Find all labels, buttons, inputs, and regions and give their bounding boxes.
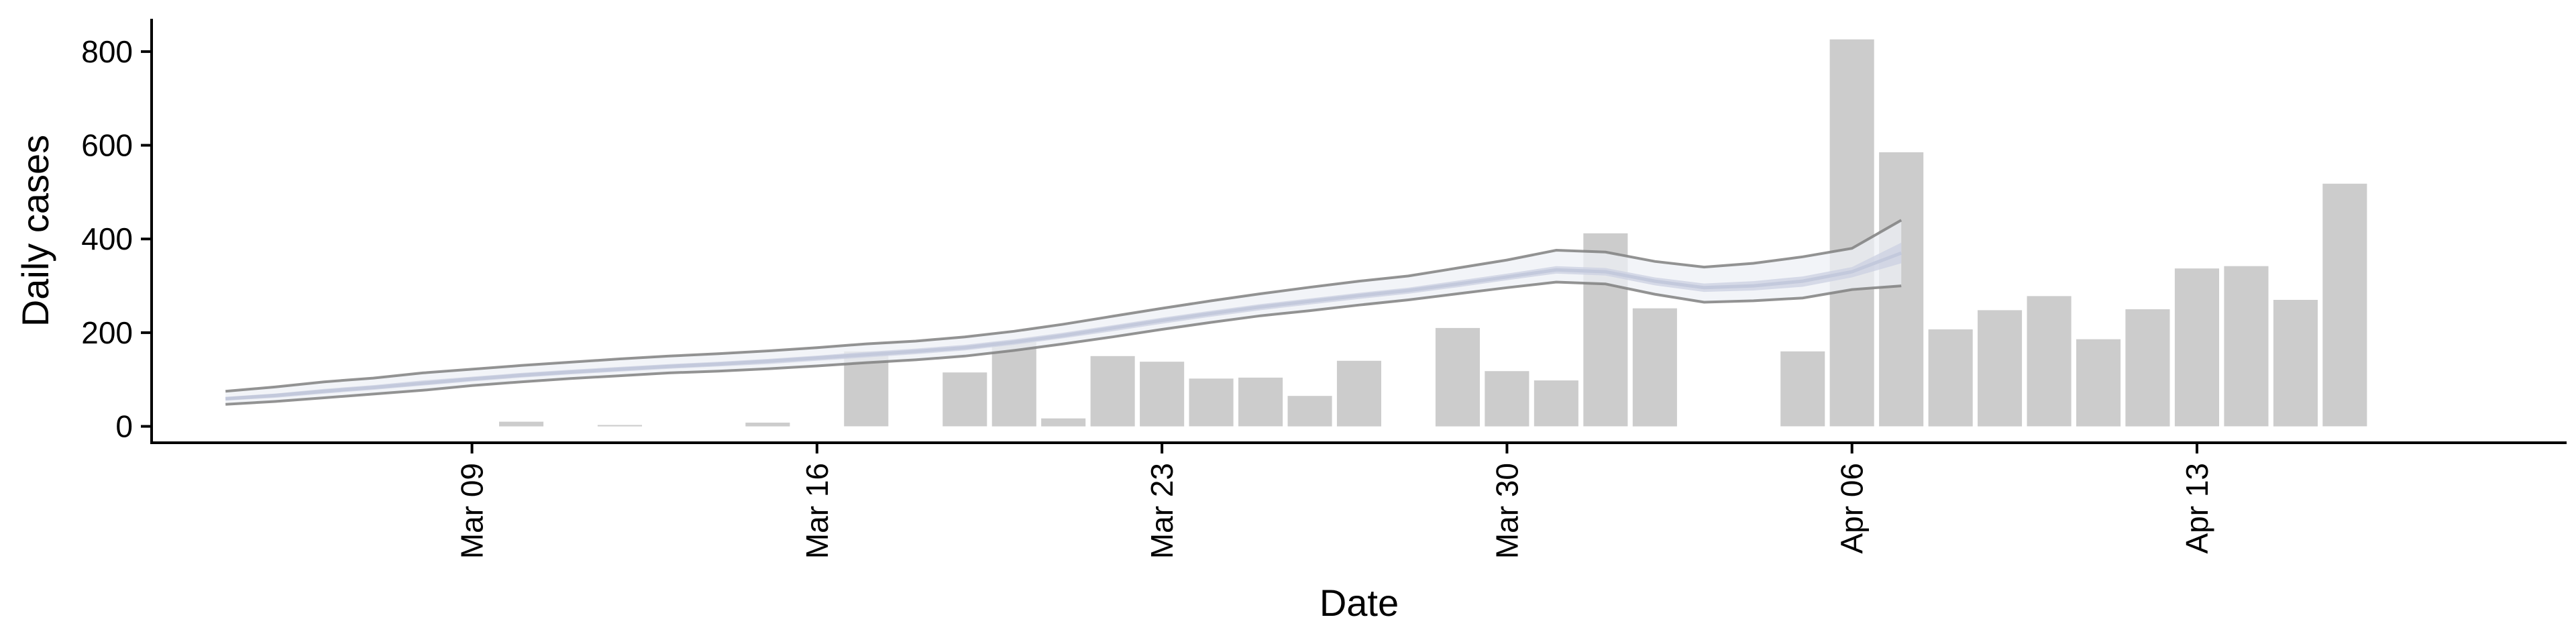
x-tick-label: Mar 09	[455, 463, 490, 559]
x-tick-label: Apr 06	[1835, 463, 1870, 554]
y-tick-label: 800	[81, 34, 133, 69]
bar	[1978, 310, 2023, 427]
y-tick-label: 200	[81, 315, 133, 350]
bar	[1435, 327, 1480, 427]
x-tick-label: Apr 13	[2180, 463, 2214, 554]
bar	[1041, 418, 1086, 427]
bar	[1879, 152, 1924, 427]
bar	[1485, 371, 1529, 427]
bars-layer	[499, 39, 2367, 427]
x-tick-label: Mar 23	[1144, 463, 1179, 559]
y-tick-label: 400	[81, 221, 133, 256]
estimate-band-layer	[225, 219, 1902, 406]
band-50-area	[225, 242, 1902, 401]
bar	[2125, 309, 2170, 427]
bar	[1287, 396, 1332, 427]
bar	[1632, 308, 1677, 427]
y-tick-label: 0	[115, 409, 133, 444]
bar	[2027, 296, 2072, 427]
bar	[1238, 377, 1283, 427]
bar	[1534, 380, 1578, 427]
bar	[1829, 39, 1874, 427]
bar	[943, 372, 987, 427]
bar	[499, 421, 544, 427]
y-tick-label: 600	[81, 128, 133, 163]
bar	[1336, 360, 1381, 427]
band-lower-line	[225, 280, 1902, 406]
bar	[2174, 268, 2219, 427]
bar	[1090, 356, 1135, 427]
bar	[1928, 329, 1973, 427]
bar	[745, 423, 790, 427]
x-axis-title: Date	[1320, 582, 1399, 624]
y-axis-title: Daily cases	[14, 135, 56, 327]
labels-layer: Date Daily cases	[14, 135, 1399, 624]
bar	[2224, 266, 2269, 427]
x-tick-label: Mar 16	[800, 463, 835, 559]
axes-layer: 0 200 400 600 800 Mar 09 Mar 16 Mar 23 Mar 30 Apr…	[81, 19, 2567, 559]
bar	[2273, 300, 2318, 427]
bar	[991, 341, 1036, 427]
median-line	[225, 251, 1902, 400]
bar	[1780, 351, 1825, 427]
bar	[1189, 378, 1234, 427]
bar	[1140, 362, 1185, 427]
bar	[597, 425, 642, 427]
x-tick-label: Mar 30	[1489, 463, 1524, 559]
bar	[2076, 339, 2121, 427]
band-upper-line	[225, 219, 1902, 393]
bar	[2322, 183, 2367, 427]
